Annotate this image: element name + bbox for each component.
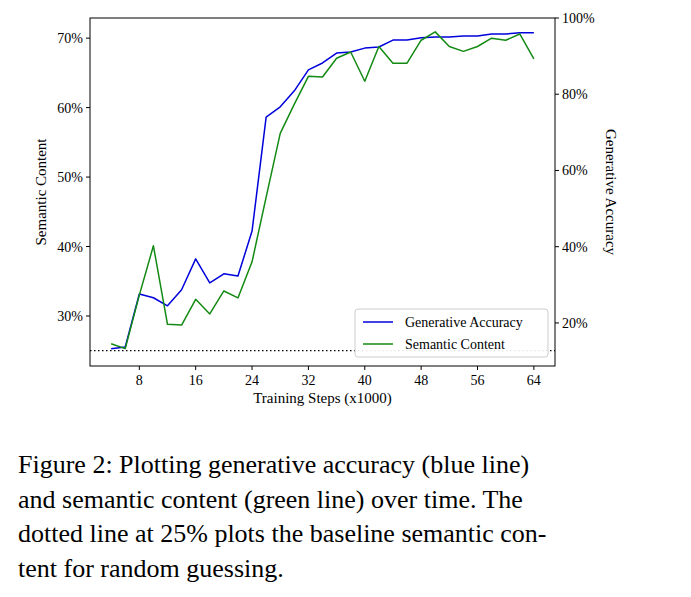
y-tick-label: 70% <box>57 31 83 46</box>
caption-line: Figure 2: Plotting generative accuracy (… <box>18 450 529 479</box>
caption-line: and semantic content (green line) over t… <box>18 485 523 514</box>
y-tick <box>86 177 90 178</box>
series-line <box>111 32 534 349</box>
y2-tick-label: 40% <box>562 240 588 255</box>
x-tick <box>477 366 478 370</box>
legend-swatch <box>363 343 393 345</box>
y2-tick <box>555 246 559 247</box>
plot-area <box>90 32 555 351</box>
legend-swatch <box>363 321 393 323</box>
y2-axis-label: Generative Accuracy <box>603 129 619 256</box>
y-tick-label: 50% <box>57 170 83 185</box>
x-tick-label: 40 <box>358 373 372 388</box>
y-tick <box>86 38 90 39</box>
y-tick <box>86 246 90 247</box>
y2-tick-label: 20% <box>562 316 588 331</box>
x-tick-label: 8 <box>136 373 143 388</box>
x-tick-label: 24 <box>245 373 259 388</box>
y-tick <box>86 107 90 108</box>
x-tick <box>252 366 253 370</box>
x-tick <box>421 366 422 370</box>
x-tick-label: 16 <box>189 373 203 388</box>
y-tick-label: 40% <box>57 240 83 255</box>
y-tick-label: 30% <box>57 309 83 324</box>
x-tick-label: 56 <box>471 373 485 388</box>
y-tick <box>86 315 90 316</box>
y2-tick-label: 80% <box>562 87 588 102</box>
y-tick-label: 60% <box>57 101 83 116</box>
legend-box <box>355 309 548 357</box>
x-tick <box>139 366 140 370</box>
plot-frame <box>90 18 555 366</box>
x-tick <box>364 366 365 370</box>
series-line <box>111 33 534 349</box>
chart: 8 16 24 32 40 48 56 64 30% 40% 50% 60% 70% 20% 40% 60% 8… <box>0 0 691 597</box>
x-axis-label: Training Steps (x1000) <box>253 390 392 407</box>
y2-tick-label: 60% <box>562 163 588 178</box>
x-tick-label: 48 <box>414 373 428 388</box>
caption-line: dotted line at 25% plots the baseline se… <box>18 519 547 548</box>
y-axis-label: Semantic Content <box>33 138 49 246</box>
y2-tick-label: 100% <box>562 11 595 26</box>
y2-tick <box>555 94 559 95</box>
y2-tick <box>555 322 559 323</box>
x-tick <box>308 366 309 370</box>
x-tick <box>533 366 534 370</box>
legend: Generative Accuracy Semantic Content <box>355 309 548 357</box>
x-tick <box>195 366 196 370</box>
y2-tick <box>555 170 559 171</box>
legend-label: Generative Accuracy <box>405 315 523 330</box>
legend-label: Semantic Content <box>405 337 505 352</box>
x-tick-label: 64 <box>527 373 541 388</box>
caption-line: tent for random guessing. <box>18 554 284 583</box>
y2-tick <box>555 18 559 19</box>
x-tick-label: 32 <box>301 373 315 388</box>
